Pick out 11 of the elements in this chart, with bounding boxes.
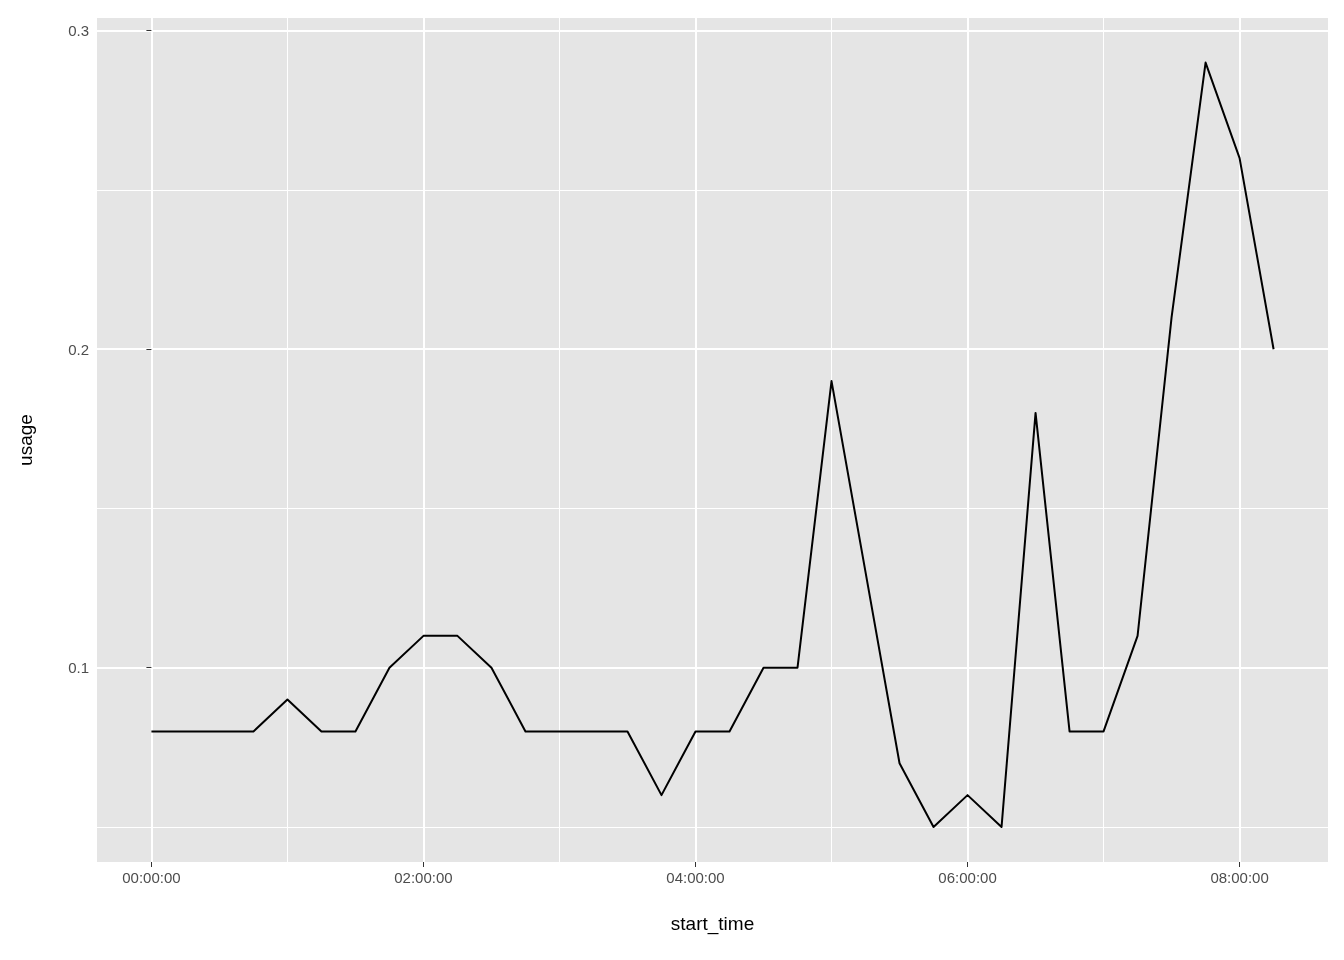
x-tick-label: 04:00:00 — [666, 869, 725, 886]
x-tick-label: 06:00:00 — [938, 869, 997, 886]
x-tick-label: 02:00:00 — [394, 869, 453, 886]
x-axis-title: start_time — [670, 913, 755, 935]
y-axis-title: usage — [15, 414, 36, 466]
x-tick-label: 00:00:00 — [122, 869, 181, 886]
y-tick-label: 0.2 — [68, 340, 89, 358]
y-tick-label: 0.1 — [68, 659, 89, 677]
x-tick-label: 08:00:00 — [1210, 869, 1269, 886]
line-series — [150, 61, 1275, 828]
y-tick-label: 0.3 — [68, 22, 89, 40]
